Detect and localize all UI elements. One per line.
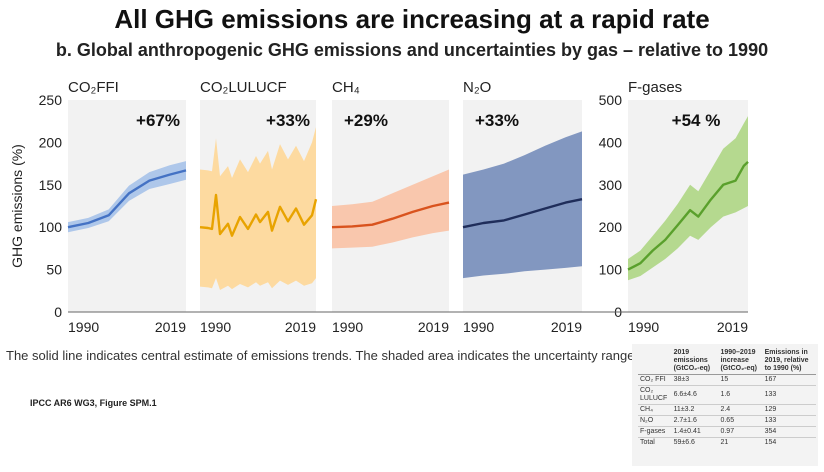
table-cell: 21 <box>718 437 763 448</box>
x-tick-label: 2019 <box>155 319 186 335</box>
panel-title: CH₄ <box>332 79 360 96</box>
x-tick-label: 1990 <box>628 319 659 335</box>
table-cell: 129 <box>762 404 816 416</box>
table-header-cell <box>638 348 672 375</box>
table-cell: 133 <box>762 415 816 427</box>
emissions-chart-panels: GHG emissions (%) CO₂FFI +67% 1990 2019 0 50 10… <box>9 79 749 335</box>
table-cell: 38±3 <box>671 374 719 386</box>
y-tick-label: 200 <box>599 219 623 235</box>
table-cell: N₂O <box>638 415 672 427</box>
y-tick-label: 0 <box>54 304 62 320</box>
y-tick-label: 500 <box>599 92 623 108</box>
table-cell: 0.97 <box>718 426 763 438</box>
x-tick-label: 1990 <box>68 319 99 335</box>
y-axis-title: GHG emissions (%) <box>9 144 25 268</box>
table-header-row: 2019 emissions (GtCO₂-eq) 1990–2019 incr… <box>638 348 816 375</box>
table-header-cell: 2019 emissions (GtCO₂-eq) <box>671 348 719 375</box>
x-tick-label: 2019 <box>285 319 316 335</box>
table-cell: 15 <box>718 374 763 386</box>
central-estimate-line <box>199 193 318 237</box>
table-cell: CO₂ FFI <box>638 374 672 386</box>
table-cell: 59±6.6 <box>671 437 719 448</box>
table-row: CO₂ FFI 38±3 15 167 <box>638 374 816 386</box>
chart-note: The solid line indicates central estimat… <box>6 348 639 363</box>
x-tick-label: 2019 <box>418 319 449 335</box>
table-row: CH₄ 11±3.2 2.4 129 <box>638 404 816 416</box>
x-tick-label: 1990 <box>332 319 363 335</box>
x-tick-label: 2019 <box>551 319 582 335</box>
x-tick-label: 1990 <box>463 319 494 335</box>
y-tick-label: 100 <box>599 262 623 278</box>
table-cell: 1.4±0.41 <box>671 426 719 438</box>
percent-change-label: +33% <box>266 111 310 130</box>
uncertainty-band <box>628 116 748 281</box>
source-citation: IPCC AR6 WG3, Figure SPM.1 <box>30 398 157 408</box>
uncertainty-band <box>332 169 449 249</box>
y-tick-label: 50 <box>46 262 62 278</box>
panel-title: N₂O <box>463 79 491 96</box>
table-cell: 154 <box>762 437 816 448</box>
table-row: CO₂ LULUCF 6.6±4.6 1.6 133 <box>638 385 816 405</box>
percent-change-label: +29% <box>344 111 388 130</box>
table-cell: F-gases <box>638 426 672 438</box>
table-cell: 2.4 <box>718 404 763 416</box>
table-cell: 133 <box>762 385 816 405</box>
panel-title: CO₂LULUCF <box>200 79 287 96</box>
table-row: F-gases 1.4±0.41 0.97 354 <box>638 426 816 438</box>
percent-change-label: +33% <box>475 111 519 130</box>
y-tick-label: 400 <box>599 134 623 150</box>
x-tick-label: 2019 <box>717 319 748 335</box>
table-cell: CO₂ LULUCF <box>638 385 672 405</box>
central-estimate-line <box>462 198 583 229</box>
page-title: All GHG emissions are increasing at a ra… <box>114 4 710 34</box>
table-cell: CH₄ <box>638 404 672 416</box>
table-header-cell: 1990–2019 increase (GtCO₂-eq) <box>718 348 763 375</box>
y-tick-label: 300 <box>599 177 623 193</box>
table-cell: 167 <box>762 374 816 386</box>
table-row: Total 59±6.6 21 154 <box>638 437 816 448</box>
percent-change-label: +67% <box>136 111 180 130</box>
table-cell: 11±3.2 <box>671 404 719 416</box>
panel-title: F-gases <box>628 79 682 96</box>
table-cell: 354 <box>762 426 816 438</box>
percent-change-label: +54 % <box>672 111 721 130</box>
table-row: N₂O 2.7±1.6 0.65 133 <box>638 415 816 427</box>
table-cell: Total <box>638 437 672 448</box>
central-estimate-line <box>67 169 187 229</box>
panel-title: CO₂FFI <box>68 79 119 96</box>
summary-table: 2019 emissions (GtCO₂-eq) 1990–2019 incr… <box>638 348 816 448</box>
panel-background <box>68 100 186 312</box>
chart-subtitle: b. Global anthropogenic GHG emissions an… <box>55 40 769 60</box>
uncertainty-band <box>200 127 316 290</box>
central-estimate-line <box>627 161 749 271</box>
central-estimate-line <box>331 201 450 229</box>
table-cell: 6.6±4.6 <box>671 385 719 405</box>
table-header-cell: Emissions in 2019, relative to 1990 (%) <box>762 348 816 375</box>
y-tick-label: 200 <box>39 134 63 150</box>
table-cell: 1.6 <box>718 385 763 405</box>
y-tick-label: 150 <box>39 177 63 193</box>
y-tick-label: 250 <box>39 92 63 108</box>
x-tick-label: 1990 <box>200 319 231 335</box>
y-tick-label: 100 <box>39 219 63 235</box>
uncertainty-band <box>463 131 582 279</box>
table-cell: 2.7±1.6 <box>671 415 719 427</box>
table-cell: 0.65 <box>718 415 763 427</box>
